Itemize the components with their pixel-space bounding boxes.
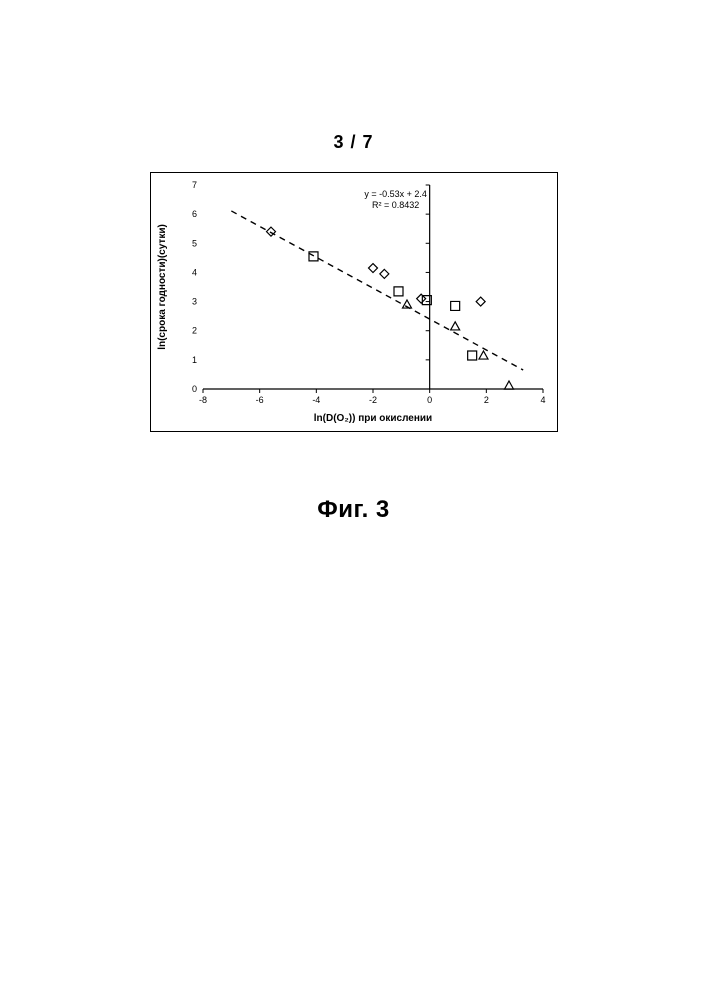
y-axis-label: ln(срока годности)(сутки) [157, 224, 168, 350]
series-square-marker [468, 351, 477, 360]
y-tick-label: 7 [192, 180, 197, 190]
y-tick-label: 4 [192, 267, 197, 277]
y-tick-label: 5 [192, 238, 197, 248]
y-tick-label: 2 [192, 326, 197, 336]
trendline-equation: y = -0.53x + 2.4 [364, 189, 427, 199]
caption-number: 3 [376, 496, 390, 523]
x-tick-label: -4 [312, 395, 320, 405]
series-triangle-marker [479, 351, 488, 359]
series-diamond-marker [369, 264, 378, 273]
x-tick-label: -2 [369, 395, 377, 405]
x-tick-label: 2 [484, 395, 489, 405]
page: 3 / 7 -8 -6 -4 -2 0 2 4 0 1 2 3 4 5 6 7 ln(D(O₂)) при о… [0, 0, 707, 1000]
x-tick-label: -8 [199, 395, 207, 405]
x-tick-label: 0 [427, 395, 432, 405]
series-triangle-marker [505, 381, 514, 389]
chart-svg: -8 -6 -4 -2 0 2 4 0 1 2 3 4 5 6 7 ln(D(O₂)) при окислен… [151, 173, 557, 431]
series-square-marker [451, 301, 460, 310]
x-axis-label: ln(D(O₂)) при окислении [314, 413, 432, 424]
caption-prefix: Фиг. [317, 496, 376, 523]
y-tick-label: 6 [192, 209, 197, 219]
figure-caption: Фиг. 3 [0, 496, 707, 524]
scatter-chart: -8 -6 -4 -2 0 2 4 0 1 2 3 4 5 6 7 ln(D(O₂)) при окислен… [150, 172, 558, 432]
x-tick-label: -6 [256, 395, 264, 405]
series-diamond-marker [380, 269, 389, 278]
series-triangle-marker [451, 322, 460, 330]
trendline-r2: R² = 0.8432 [372, 200, 419, 210]
trendline [231, 211, 523, 370]
page-header: 3 / 7 [0, 132, 707, 153]
x-tick-label: 4 [540, 395, 545, 405]
series-square-marker [394, 287, 403, 296]
y-tick-label: 3 [192, 297, 197, 307]
series-diamond-marker [476, 297, 485, 306]
y-tick-label: 1 [192, 355, 197, 365]
y-tick-label: 0 [192, 384, 197, 394]
